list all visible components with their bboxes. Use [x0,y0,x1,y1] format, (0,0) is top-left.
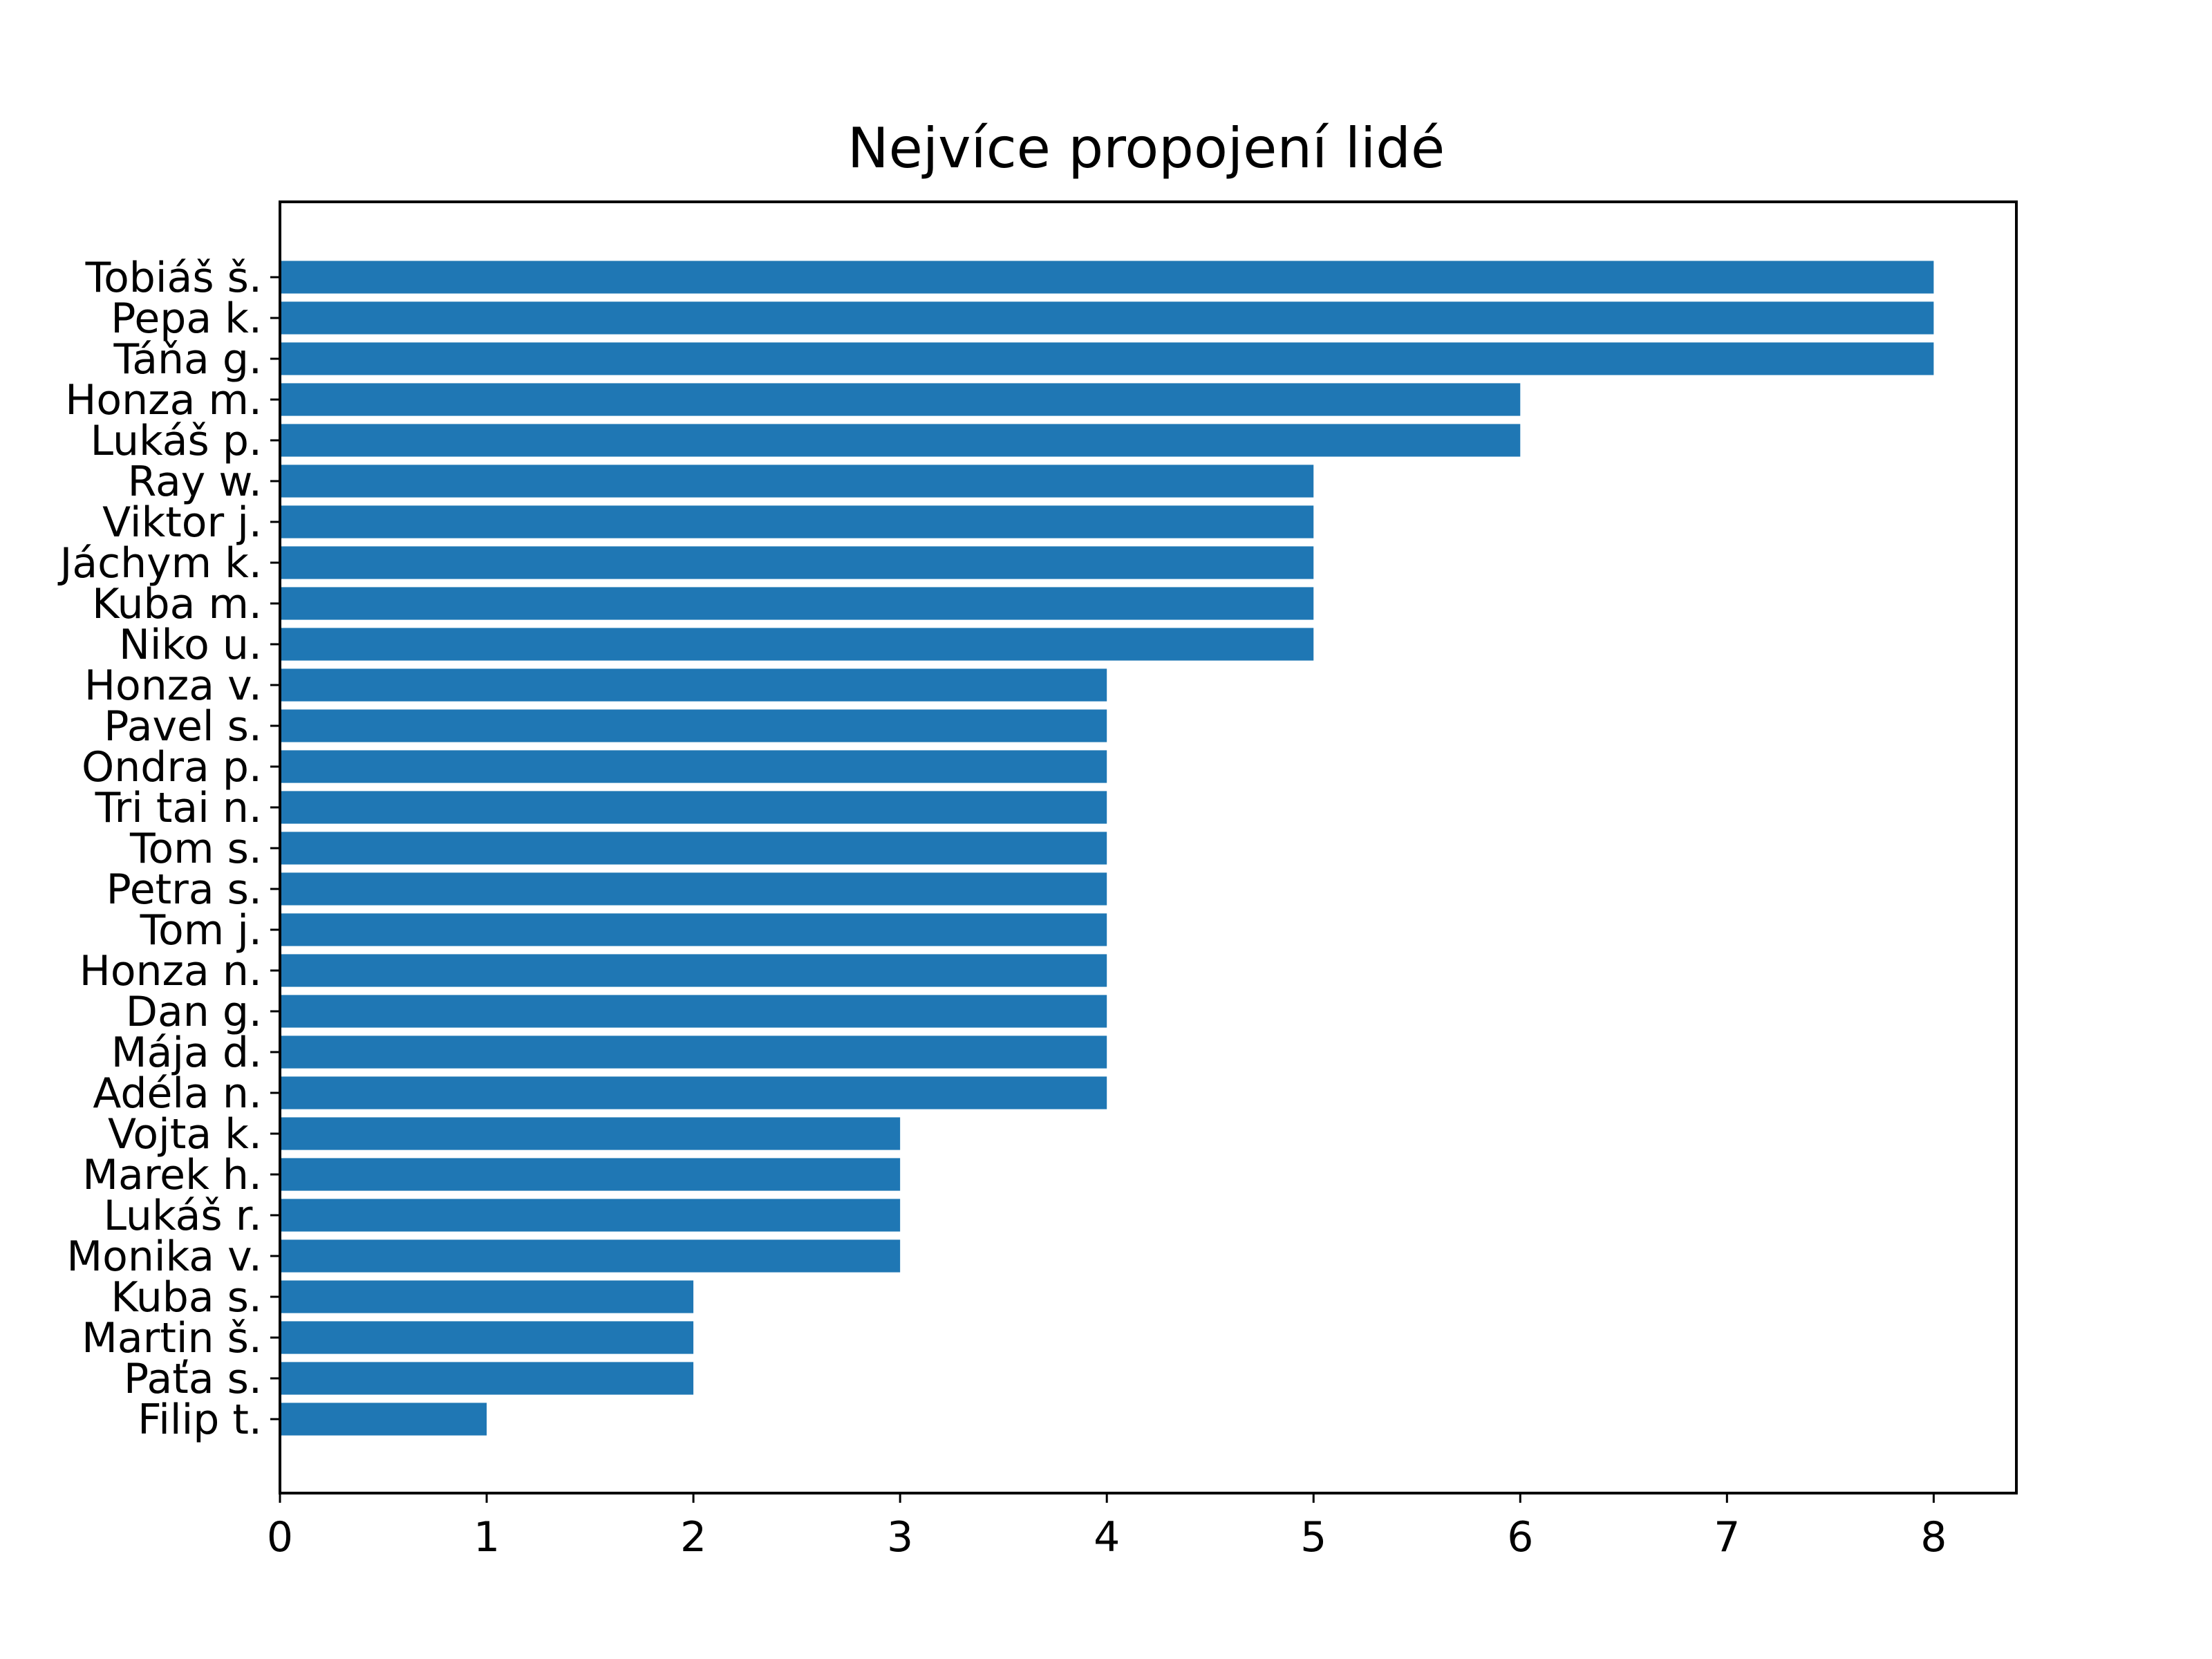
y-tick-label: Honza m. [65,376,262,424]
x-tick-label: 0 [267,1513,293,1562]
y-tick-label: Kuba s. [111,1273,262,1322]
x-tick-label: 8 [1920,1513,1947,1562]
y-tick-label: Marek h. [82,1151,262,1199]
bar [280,709,1107,742]
x-axis-ticks: 0 1 2 3 4 5 6 7 8 [267,1493,1947,1562]
y-tick-label: Lukáš r. [104,1192,262,1240]
bar [280,872,1107,906]
y-tick-label: Martin š. [82,1314,262,1362]
y-tick-label: Jáchym k. [57,539,262,588]
bar [280,668,1107,702]
y-tick-label: Tom s. [129,825,262,873]
bar [280,995,1107,1028]
x-tick-label: 3 [887,1513,913,1562]
bar [280,301,1934,335]
bar [280,1362,694,1395]
bar [280,505,1314,538]
y-tick-label: Lukáš p. [91,417,262,465]
x-tick-label: 4 [1094,1513,1120,1562]
x-tick-label: 2 [680,1513,706,1562]
bar [280,383,1521,416]
y-tick-label: Táňa g. [113,335,262,384]
y-tick-label: Niko u. [119,621,262,669]
y-tick-label: Filip t. [138,1396,262,1444]
bar [280,587,1314,620]
y-tick-label: Mája d. [111,1029,262,1077]
bar [280,261,1934,294]
y-tick-label: Petra s. [106,865,262,914]
bar [280,1280,694,1313]
x-tick-label: 6 [1507,1513,1533,1562]
bar [280,954,1107,987]
bar [280,832,1107,865]
x-tick-label: 5 [1300,1513,1327,1562]
y-tick-label: Honza n. [79,947,262,995]
x-tick-label: 1 [474,1513,500,1562]
bar [280,913,1107,946]
bar [280,1076,1107,1109]
bar [280,1321,694,1354]
bar [280,750,1107,783]
plot-frame [279,200,2018,1494]
bar [280,791,1107,824]
bar [280,546,1314,579]
x-tick-label: 7 [1714,1513,1740,1562]
bar [280,1199,901,1232]
bar [280,1403,487,1436]
y-tick-label: Dan g. [126,988,262,1036]
y-tick-label: Pepa k. [111,294,262,343]
bar [280,1117,901,1150]
bar [280,1158,901,1191]
y-tick-label: Kuba m. [92,580,262,628]
y-tick-label: Adéla n. [93,1069,262,1118]
y-tick-label: Viktor j. [102,498,262,547]
y-tick-label: Tri tai n. [95,784,262,832]
y-tick-label: Tobiáš š. [85,254,262,302]
y-tick-label: Ray w. [128,458,262,506]
y-tick-label: Pavel s. [104,702,262,751]
y-tick-label: Tom j. [140,906,262,955]
chart-title: Nejvíce propojení lidé [847,116,1445,180]
y-tick-label: Monika v. [66,1232,262,1281]
bars-group [280,261,1934,1436]
y-tick-label: Honza v. [84,662,262,710]
y-tick-label: Paťa s. [124,1355,262,1403]
bar [280,424,1521,457]
bar [280,1035,1107,1069]
y-tick-label: Vojta k. [108,1110,262,1159]
bar [280,1239,901,1273]
y-axis-ticks: Tobiáš š.Pepa k.Táňa g.Honza m.Lukáš p.R… [57,254,280,1444]
bar [280,628,1314,661]
y-tick-label: Ondra p. [82,743,262,791]
bar [280,342,1934,375]
bar [280,465,1314,498]
